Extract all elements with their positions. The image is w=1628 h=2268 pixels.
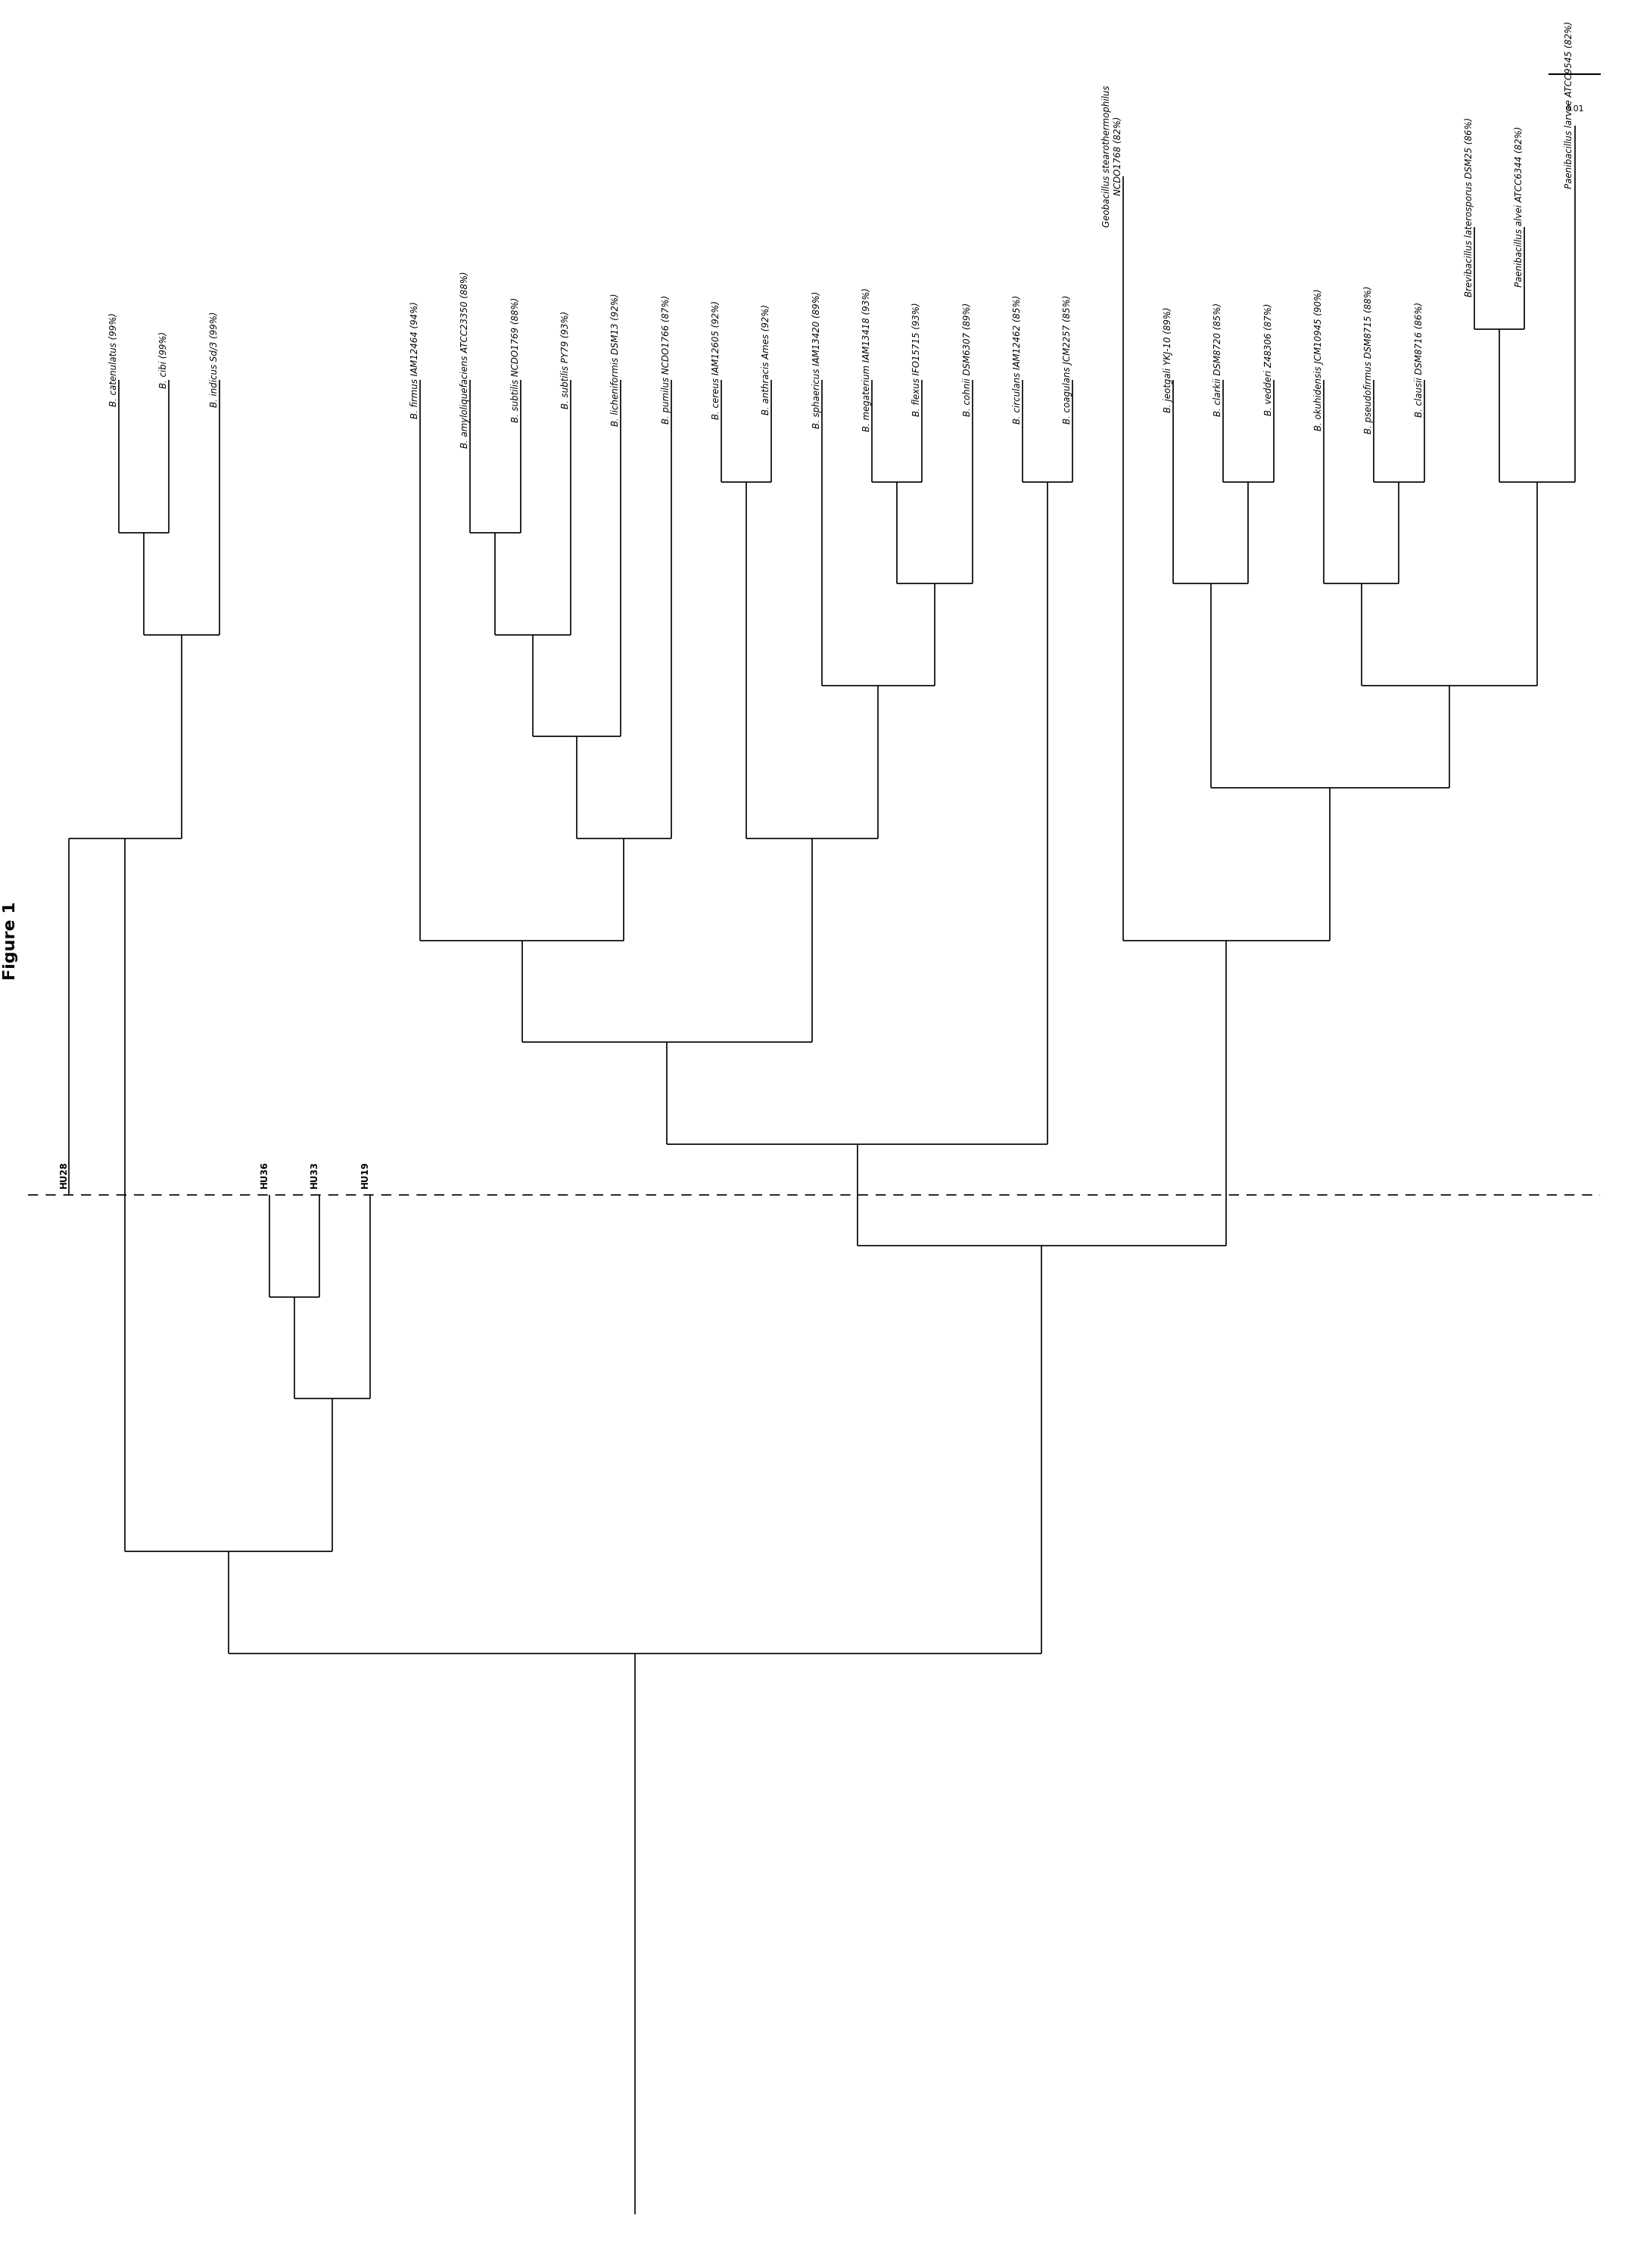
Text: B. okuhidensis JCM10945 (90%): B. okuhidensis JCM10945 (90%) [1314, 288, 1324, 431]
Text: B. clausii DSM8716 (86%): B. clausii DSM8716 (86%) [1415, 302, 1424, 417]
Text: B. licheniformis DSM13 (92%): B. licheniformis DSM13 (92%) [610, 293, 620, 426]
Text: HU33: HU33 [309, 1161, 319, 1188]
Text: B. sphaericus IAM13420 (89%): B. sphaericus IAM13420 (89%) [812, 290, 822, 429]
Text: B. cibi (99%): B. cibi (99%) [160, 331, 169, 388]
Text: B. clarkii DSM8720 (85%): B. clarkii DSM8720 (85%) [1213, 304, 1223, 417]
Text: B. jeotgali YKJ-10 (89%): B. jeotgali YKJ-10 (89%) [1162, 306, 1174, 413]
Text: B. subtilis PY79 (93%): B. subtilis PY79 (93%) [560, 311, 570, 408]
Text: B. flexus IFO15715 (93%): B. flexus IFO15715 (93%) [912, 302, 921, 417]
Text: B. pumilus NCDO1766 (87%): B. pumilus NCDO1766 (87%) [661, 295, 671, 424]
Text: B. coagulans JCM2257 (85%): B. coagulans JCM2257 (85%) [1063, 295, 1073, 424]
Text: B. indicus Sd/3 (99%): B. indicus Sd/3 (99%) [210, 311, 220, 408]
Text: B. catenulatus (99%): B. catenulatus (99%) [109, 313, 119, 406]
Text: Paenibacillus larvae ATCC9545 (82%): Paenibacillus larvae ATCC9545 (82%) [1565, 20, 1574, 188]
Text: 0.01: 0.01 [1566, 104, 1584, 113]
Text: B. anthracis Ames (92%): B. anthracis Ames (92%) [762, 304, 772, 415]
Text: B. subtilis NCDO1769 (88%): B. subtilis NCDO1769 (88%) [511, 297, 521, 422]
Text: B. pseudofirmus DSM8715 (88%): B. pseudofirmus DSM8715 (88%) [1364, 286, 1374, 433]
Text: B. vedderi Z48306 (87%): B. vedderi Z48306 (87%) [1263, 304, 1273, 415]
Text: B. amyloliquefaciens ATCC23350 (88%): B. amyloliquefaciens ATCC23350 (88%) [461, 272, 470, 449]
Text: B. megaterium IAM13418 (93%): B. megaterium IAM13418 (93%) [861, 288, 871, 431]
Text: B. circulans IAM12462 (85%): B. circulans IAM12462 (85%) [1013, 295, 1022, 424]
Text: Paenibacillus alvei ATCC6344 (82%): Paenibacillus alvei ATCC6344 (82%) [1514, 127, 1524, 288]
Text: B. cereus IAM12605 (92%): B. cereus IAM12605 (92%) [711, 299, 721, 420]
Text: Brevibacillus laterosporus DSM25 (86%): Brevibacillus laterosporus DSM25 (86%) [1465, 118, 1475, 297]
Text: HU19: HU19 [360, 1161, 370, 1188]
Text: B. firmus IAM12464 (94%): B. firmus IAM12464 (94%) [410, 302, 420, 417]
Text: HU28: HU28 [59, 1161, 68, 1188]
Text: Figure 1: Figure 1 [3, 900, 18, 980]
Text: Geobacillus stearothermophilus
NCDO1768 (82%): Geobacillus stearothermophilus NCDO1768 … [1102, 84, 1123, 227]
Text: HU36: HU36 [259, 1161, 269, 1188]
Text: B. cohnii DSM6307 (89%): B. cohnii DSM6307 (89%) [962, 302, 972, 417]
